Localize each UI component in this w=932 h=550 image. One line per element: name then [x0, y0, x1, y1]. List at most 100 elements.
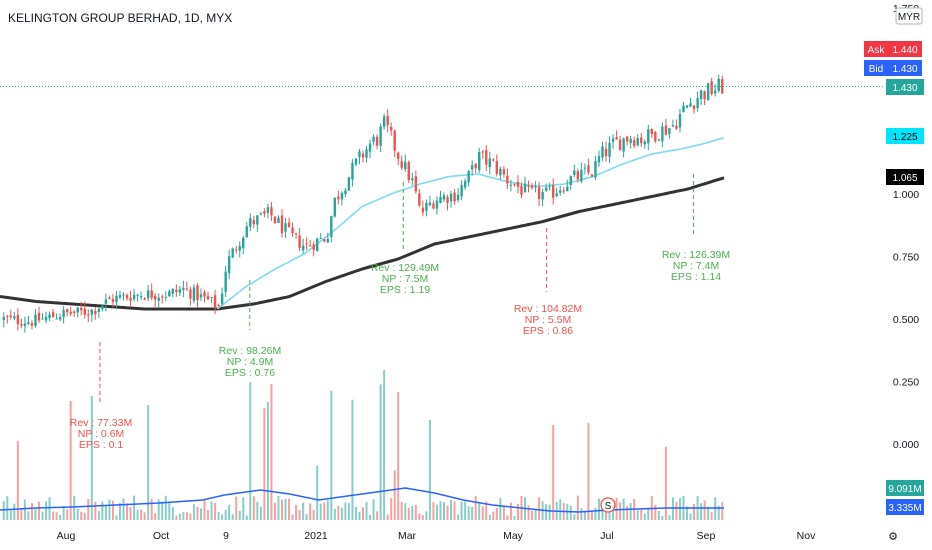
volume-bar [693, 504, 696, 520]
volume-bar [90, 395, 93, 520]
candle-body [611, 138, 615, 142]
volume-bar [573, 514, 576, 520]
volume-bar [259, 506, 262, 520]
candle-body [323, 239, 326, 242]
volume-bar [143, 512, 146, 520]
volume-bar [214, 502, 217, 520]
volume-bar [199, 508, 202, 520]
volume-bar [432, 502, 435, 520]
candle-body [643, 141, 646, 145]
candle-body [249, 218, 252, 227]
volume-bar [689, 513, 692, 520]
price-badge [886, 499, 924, 515]
candle-body [284, 223, 287, 232]
candle-body [555, 193, 558, 197]
volume-bar [386, 514, 389, 520]
volume-bar [407, 507, 410, 520]
candle-body [601, 146, 604, 158]
volume-bar [527, 505, 530, 520]
candle-body [615, 137, 618, 140]
volume-bar [365, 501, 368, 520]
candle-body [146, 290, 150, 299]
volume-bar [221, 514, 224, 520]
candle-body [590, 174, 594, 177]
volume-bar [495, 507, 498, 520]
volume-bar [414, 504, 417, 520]
candle-body [696, 98, 699, 109]
candle-body [76, 307, 79, 313]
currency-label: MYR [898, 12, 920, 23]
candle-body [411, 178, 414, 181]
volume-bar [196, 506, 199, 520]
candle-body [541, 191, 544, 200]
candle-body [238, 246, 241, 251]
volume-bar [330, 390, 333, 520]
candle-body [154, 295, 157, 300]
candle-body [337, 196, 340, 200]
volume-bar [538, 497, 541, 520]
price-badge-value: 1.225 [892, 132, 917, 143]
volume-bar [499, 497, 502, 520]
candle-body [692, 105, 696, 110]
volume-bar [97, 510, 100, 520]
candle-body [164, 296, 167, 298]
volume-bar [383, 370, 386, 520]
volume-bar [340, 507, 343, 520]
candle-body [94, 310, 97, 314]
candle-body [418, 193, 421, 206]
candle-body [291, 227, 294, 234]
candle-body [499, 168, 502, 176]
candle-body [37, 312, 41, 321]
volume-bar [629, 503, 632, 520]
volume-bar [580, 508, 583, 520]
candle-body [65, 308, 69, 313]
volume-bar [347, 503, 350, 520]
volume-bar [171, 507, 174, 520]
volume-bar [140, 509, 143, 520]
candle-body [393, 130, 396, 151]
volume-bar [111, 500, 114, 520]
candle-body [23, 323, 27, 327]
x-tick-label: Oct [153, 530, 169, 542]
price-badge-value: 1.430 [892, 64, 917, 75]
volume-bar [30, 503, 33, 520]
currency-box[interactable] [895, 7, 923, 25]
candle-body [382, 116, 386, 127]
candle-body [171, 289, 175, 294]
candle-body [495, 161, 499, 174]
volume-bar [238, 510, 241, 520]
volume-bar [657, 511, 660, 520]
candle-body [97, 308, 101, 312]
volume-bar [717, 506, 720, 520]
candle-body [647, 129, 650, 144]
candle-body [397, 152, 400, 159]
volume-bar [636, 510, 639, 520]
volume-bar [37, 501, 40, 520]
candle-body [83, 308, 86, 315]
volume-bar [502, 505, 505, 520]
earnings-annotation-text: EPS : 1.14 [671, 271, 721, 283]
volume-bar [224, 509, 227, 520]
candle-body [111, 298, 115, 303]
volume-bar [661, 515, 664, 520]
candle-body [361, 153, 365, 158]
volume-bar [485, 501, 488, 520]
volume-bar [20, 509, 23, 520]
volume-bar [9, 510, 12, 520]
volume-bar [185, 512, 188, 520]
volume-bar [154, 513, 157, 520]
volume-bar [252, 496, 255, 520]
volume-bar [411, 505, 414, 520]
candle-body [608, 143, 611, 157]
candle-body [13, 316, 16, 319]
price-badge [886, 480, 924, 496]
volume-bar [108, 499, 111, 520]
earnings-annotation-text: Rev : 77.33M [70, 417, 132, 429]
candle-body [375, 136, 379, 146]
volume-bar [619, 502, 622, 520]
candle-body [326, 239, 329, 243]
volume-bar [126, 503, 129, 520]
volume-bar [435, 504, 438, 520]
volume-bar [66, 509, 69, 520]
